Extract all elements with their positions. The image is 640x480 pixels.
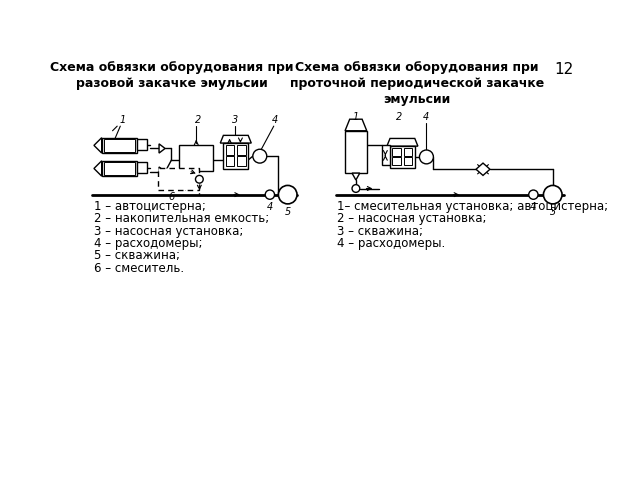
Polygon shape	[345, 119, 367, 131]
Bar	[226, 156, 234, 166]
Text: 4: 4	[272, 115, 278, 125]
Circle shape	[543, 185, 562, 204]
Bar	[392, 157, 401, 166]
Text: 4: 4	[423, 111, 429, 121]
Bar	[382, 144, 390, 165]
Text: 2: 2	[396, 111, 403, 121]
Circle shape	[529, 190, 538, 199]
Text: 2 – насосная установка;: 2 – насосная установка;	[337, 212, 487, 226]
Polygon shape	[352, 173, 360, 180]
Polygon shape	[94, 138, 102, 153]
Circle shape	[195, 175, 204, 183]
Polygon shape	[387, 138, 418, 146]
Text: 1: 1	[120, 115, 125, 125]
Bar	[404, 148, 412, 156]
Text: 1: 1	[353, 111, 359, 121]
Polygon shape	[94, 161, 102, 176]
Text: 3 – насосная установка;: 3 – насосная установка;	[94, 225, 243, 238]
Bar	[345, 131, 367, 173]
Text: 5 – скважина;: 5 – скважина;	[94, 249, 180, 263]
Circle shape	[352, 185, 360, 192]
Text: 6 – смеситель.: 6 – смеситель.	[94, 262, 184, 275]
Bar	[226, 145, 234, 156]
Text: Схема обвязки оборудования при
проточной периодической закачке
эмульсии: Схема обвязки оборудования при проточной…	[290, 60, 544, 106]
Bar	[223, 143, 248, 169]
Text: 3: 3	[232, 115, 238, 125]
Text: 4: 4	[531, 203, 536, 212]
Text: 2 – накопительная емкость;: 2 – накопительная емкость;	[94, 212, 269, 226]
Text: 5: 5	[285, 207, 291, 217]
Bar	[237, 156, 246, 166]
Polygon shape	[159, 144, 165, 153]
Bar	[104, 162, 135, 175]
Bar	[237, 145, 246, 156]
Bar	[102, 161, 138, 176]
Bar	[404, 157, 412, 166]
Bar	[390, 146, 415, 168]
Text: 12: 12	[555, 61, 574, 77]
Circle shape	[253, 149, 267, 163]
Circle shape	[419, 150, 433, 164]
Text: 6: 6	[168, 192, 175, 203]
Polygon shape	[159, 167, 165, 176]
Text: 4: 4	[267, 203, 273, 212]
Circle shape	[278, 185, 297, 204]
Text: Схема обвязки оборудования при
разовой закачке эмульсии: Схема обвязки оборудования при разовой з…	[50, 60, 293, 90]
Polygon shape	[220, 135, 252, 143]
Bar	[104, 139, 135, 152]
Text: 2: 2	[195, 115, 201, 125]
Bar	[102, 138, 138, 153]
Bar	[157, 168, 199, 190]
Text: 4 – расходомеры;: 4 – расходомеры;	[94, 237, 202, 250]
Polygon shape	[476, 163, 490, 175]
Text: 3: 3	[550, 207, 556, 217]
Text: 4 – расходомеры.: 4 – расходомеры.	[337, 237, 445, 250]
Bar	[138, 139, 147, 150]
Text: 1 – автоцистерна;: 1 – автоцистерна;	[94, 200, 206, 213]
Text: 3 – скважина;: 3 – скважина;	[337, 225, 423, 238]
Text: 1– смесительная установка; автоцистерна;: 1– смесительная установка; автоцистерна;	[337, 200, 609, 213]
Bar	[392, 148, 401, 156]
Bar	[179, 144, 213, 171]
Circle shape	[265, 190, 275, 199]
Bar	[138, 162, 147, 173]
